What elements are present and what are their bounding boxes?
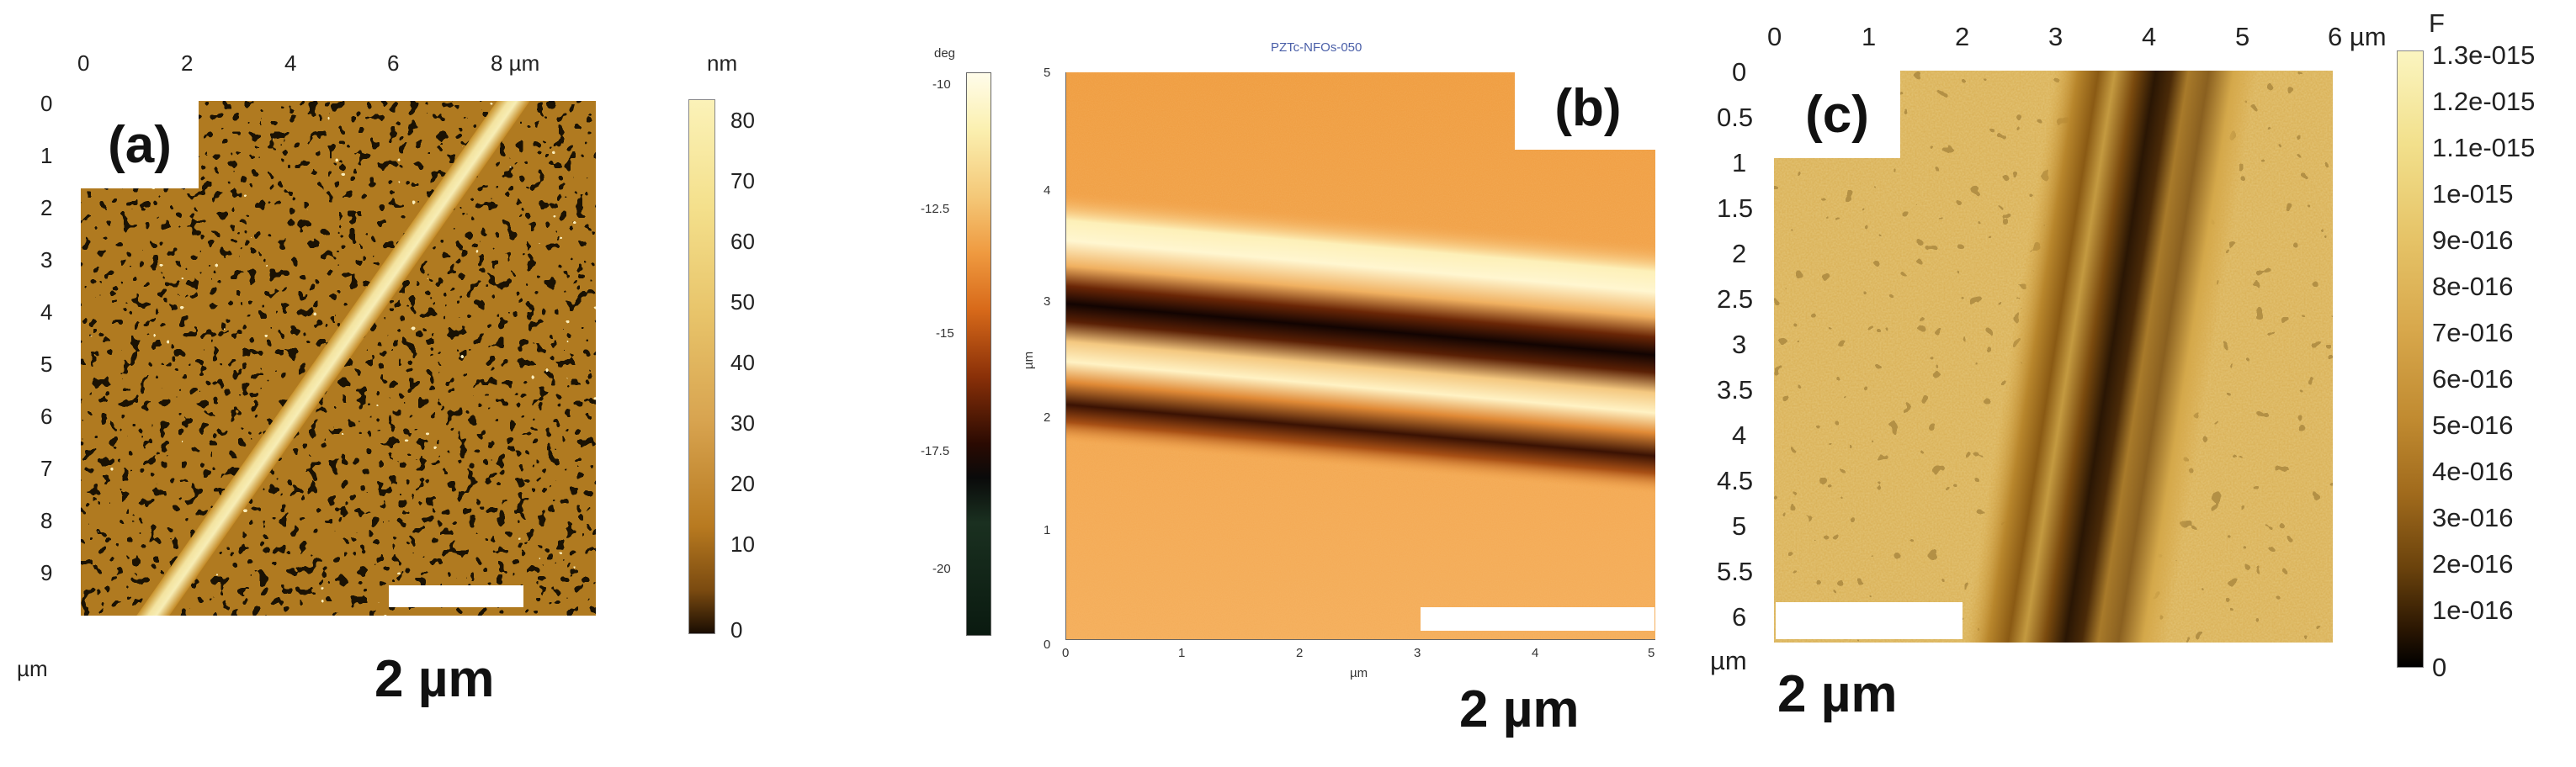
y-tick-label: 0 [40, 91, 53, 116]
colorbar-tick: 30 [730, 410, 755, 436]
y-tick-label: 5 [1044, 66, 1051, 80]
colorbar-tick: 20 [730, 471, 755, 496]
x-tick-label: 1 [1178, 646, 1186, 660]
x-axis-label: µm [1350, 666, 1368, 680]
colorbar-tick: -12.5 [921, 202, 950, 216]
x-tick-label: 2 [181, 50, 194, 76]
colorbar-tick: 7e-016 [2432, 318, 2514, 347]
y-tick-label: 4.5 [1717, 466, 1754, 495]
scale-bar-label: 2 µm [1459, 680, 1580, 738]
y-tick-label: 7 [40, 456, 53, 481]
y-tick-label: 1 [1044, 523, 1051, 537]
y-tick-label: 6 [40, 404, 53, 429]
colorbar-tick: 6e-016 [2432, 364, 2514, 394]
y-tick-label: 0 [1732, 57, 1747, 87]
x-tick-label: 3 [2048, 22, 2063, 51]
colorbar-tick: 40 [730, 350, 755, 375]
scale-bar [1421, 607, 1654, 631]
colorbar-tick: 3e-016 [2432, 503, 2514, 532]
scale-bar-label: 2 µm [1777, 665, 1898, 723]
y-tick-label: 5 [1732, 511, 1747, 541]
y-tick-label: 1.5 [1717, 193, 1754, 223]
y-tick-label: 0 [1044, 637, 1051, 652]
y-tick-label: 4 [40, 299, 53, 325]
x-tick-label: 6 [387, 50, 400, 76]
y-tick-label: 1 [1732, 148, 1747, 177]
capacitance-image [1774, 71, 2333, 643]
y-tick-label: 2 [40, 195, 53, 220]
y-tick-label: 2 [1044, 410, 1051, 425]
y-tick-label: 4 [1044, 183, 1051, 198]
panel-label-b: (b) [1515, 66, 1661, 150]
colorbar-tick: 8e-016 [2432, 272, 2514, 301]
scale-bar [1776, 602, 1963, 639]
y-axis-label: µm [1022, 351, 1037, 370]
colorbar-tick: -20 [932, 562, 951, 576]
panel-label-c: (c) [1774, 71, 1900, 158]
colorbar [2397, 50, 2424, 668]
colorbar [688, 99, 715, 634]
x-tick-label: 4 [284, 50, 297, 76]
colorbar-tick: 70 [730, 168, 755, 193]
scale-bar [389, 585, 523, 607]
colorbar-tick: 1.3e-015 [2432, 40, 2536, 70]
x-tick-label: 2 [1955, 22, 1970, 51]
colorbar-tick: 1.1e-015 [2432, 133, 2536, 162]
colorbar-unit: nm [707, 50, 738, 76]
y-tick-label: 3 [40, 247, 53, 272]
scale-bar-label: 2 µm [374, 650, 495, 708]
colorbar-tick: -17.5 [921, 444, 950, 458]
colorbar-tick: 80 [730, 108, 755, 133]
y-tick-label: 9 [40, 560, 53, 585]
y-tick-label: 4 [1732, 421, 1747, 450]
x-tick-label: 0 [1767, 22, 1782, 51]
y-tick-label: 0.5 [1717, 103, 1754, 132]
y-tick-label: 3 [1044, 294, 1051, 309]
x-tick-label: 8 µm [491, 50, 540, 76]
y-tick-label: 6 [1732, 602, 1747, 632]
x-tick-label: 0 [77, 50, 90, 76]
colorbar-tick: 2e-016 [2432, 549, 2514, 579]
y-tick-label: 5.5 [1717, 557, 1754, 586]
y-tick-label: 3 [1732, 330, 1747, 359]
colorbar-tick: 50 [730, 289, 755, 315]
x-tick-label: 6 µm [2328, 22, 2387, 51]
colorbar-tick: 1.2e-015 [2432, 87, 2536, 116]
y-tick-label: 2 [1732, 239, 1747, 268]
colorbar-tick: 0 [730, 617, 743, 643]
y-tick-label: 2.5 [1717, 284, 1754, 314]
colorbar-tick: 9e-016 [2432, 225, 2514, 255]
colorbar-unit: deg [934, 46, 956, 61]
y-tick-label: 3.5 [1717, 375, 1754, 405]
colorbar-tick: 5e-016 [2432, 410, 2514, 440]
x-tick-label: 4 [2142, 22, 2157, 51]
axis-unit-label: µm [1710, 646, 1747, 675]
colorbar-unit: F [2429, 8, 2445, 38]
y-tick-label: 8 [40, 508, 53, 533]
image-title: PZTc-NFOs-050 [1271, 40, 1362, 55]
colorbar-tick: 4e-016 [2432, 457, 2514, 486]
colorbar-tick: -10 [932, 77, 951, 92]
y-tick-label: 5 [40, 352, 53, 377]
colorbar-tick: 60 [730, 229, 755, 254]
x-tick-label: 3 [1414, 646, 1421, 660]
panel-label-a: (a) [81, 101, 199, 188]
phase-image [1065, 72, 1655, 640]
x-tick-label: 5 [1648, 646, 1655, 660]
x-tick-label: 2 [1296, 646, 1304, 660]
x-tick-label: 0 [1062, 646, 1070, 660]
x-tick-label: 1 [1862, 22, 1877, 51]
colorbar-tick: 0 [2432, 653, 2447, 682]
axis-unit-label: µm [17, 656, 48, 681]
colorbar-tick: 1e-016 [2432, 595, 2514, 625]
x-tick-label: 5 [2235, 22, 2250, 51]
y-tick-label: 1 [40, 143, 53, 168]
colorbar-tick: 1e-015 [2432, 179, 2514, 209]
colorbar [966, 72, 991, 636]
colorbar-tick: 10 [730, 532, 755, 557]
x-tick-label: 4 [1532, 646, 1539, 660]
colorbar-tick: -15 [936, 326, 954, 341]
